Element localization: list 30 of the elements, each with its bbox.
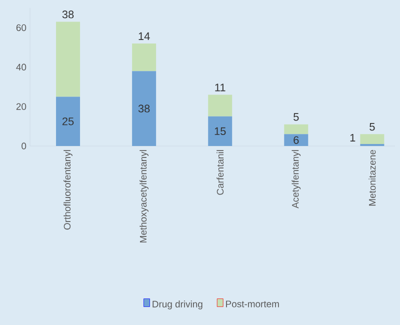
bar bbox=[132, 71, 156, 146]
data-label: 11 bbox=[215, 84, 226, 92]
x-tick-label: Orthofluorofentanyl bbox=[64, 150, 72, 230]
data-label: 1 bbox=[350, 134, 356, 142]
data-label: 38 bbox=[62, 10, 74, 18]
bar bbox=[284, 124, 308, 134]
bar bbox=[56, 22, 80, 97]
y-tick-label: 20 bbox=[16, 103, 26, 110]
x-tick-label: Methoxyacetylfentanyl bbox=[140, 150, 148, 242]
x-tick-label: Carfentanil bbox=[216, 150, 224, 195]
bar bbox=[56, 96, 80, 146]
y-tick-label: 40 bbox=[16, 64, 26, 70]
data-label: 38 bbox=[138, 104, 150, 112]
bar bbox=[208, 94, 232, 116]
data-label: 5 bbox=[294, 113, 299, 121]
data-label: 14 bbox=[138, 32, 150, 40]
bar bbox=[208, 116, 232, 146]
y-tick-label: 60 bbox=[16, 24, 26, 32]
data-label: 5 bbox=[370, 123, 375, 131]
data-label: 25 bbox=[62, 117, 74, 126]
y-tick-label: 0 bbox=[22, 142, 26, 150]
legend-label: Drug driving bbox=[152, 300, 202, 310]
bar bbox=[360, 134, 384, 144]
x-tick-label: Metonitazene bbox=[368, 150, 376, 206]
data-label: 15 bbox=[214, 127, 226, 136]
legend-label: Post-mortem bbox=[226, 300, 279, 308]
data-label: 6 bbox=[294, 136, 299, 144]
x-tick-label: Acetylfentanyl bbox=[292, 150, 301, 208]
bar bbox=[132, 43, 156, 72]
bar bbox=[284, 134, 308, 146]
